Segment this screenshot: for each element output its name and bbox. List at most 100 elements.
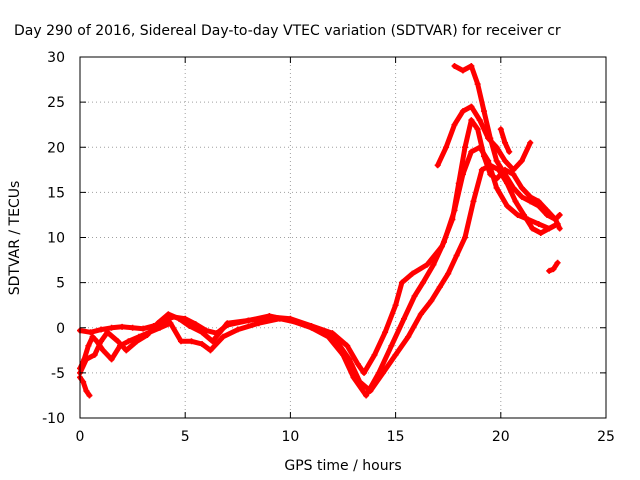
data-point-marker xyxy=(81,356,88,363)
data-point-marker xyxy=(186,322,193,329)
data-point-marker xyxy=(518,193,525,200)
data-point-marker xyxy=(510,184,517,191)
x-tick-label: 25 xyxy=(597,429,615,445)
data-point-marker xyxy=(207,347,214,354)
data-point-marker xyxy=(98,326,105,333)
data-point-marker xyxy=(91,351,98,358)
data-point-marker xyxy=(556,225,563,232)
data-point-marker xyxy=(276,315,283,322)
data-point-marker xyxy=(436,284,443,291)
data-point-marker xyxy=(487,162,494,169)
data-point-marker xyxy=(333,338,340,345)
data-point-marker xyxy=(344,342,351,349)
data-point-marker xyxy=(474,126,481,133)
series-layer xyxy=(77,63,563,399)
x-tick-label: 10 xyxy=(281,429,299,445)
data-point-marker xyxy=(156,324,163,331)
y-tick-label: -5 xyxy=(51,366,65,382)
data-point-marker xyxy=(411,293,418,300)
data-point-marker xyxy=(535,202,542,209)
data-point-marker xyxy=(554,220,561,227)
data-point-marker xyxy=(392,302,399,309)
data-point-marker xyxy=(451,207,458,214)
y-axis-label: SDTVAR / TECUs xyxy=(7,181,23,296)
data-point-marker xyxy=(388,342,395,349)
data-point-marker xyxy=(409,270,416,277)
data-point-marker xyxy=(459,108,466,115)
data-point-marker xyxy=(371,351,378,358)
data-point-marker xyxy=(356,378,363,385)
data-point-marker xyxy=(459,171,466,178)
data-point-marker xyxy=(203,327,210,334)
data-point-marker xyxy=(192,321,199,328)
data-point-marker xyxy=(165,311,172,318)
data-point-marker xyxy=(428,297,435,304)
y-tick-label: 25 xyxy=(47,95,65,111)
grid xyxy=(80,57,606,418)
data-point-marker xyxy=(361,369,368,376)
data-point-marker xyxy=(476,144,483,151)
data-point-marker xyxy=(462,144,469,151)
data-point-marker xyxy=(474,81,481,88)
data-point-marker xyxy=(363,392,370,399)
data-point-marker xyxy=(430,261,437,268)
data-point-marker xyxy=(419,279,426,286)
data-point-marker xyxy=(123,347,130,354)
data-point-marker xyxy=(451,121,458,128)
data-point-marker xyxy=(83,387,90,394)
data-point-marker xyxy=(518,184,525,191)
data-point-marker xyxy=(518,157,525,164)
data-point-marker xyxy=(440,239,447,246)
data-point-marker xyxy=(544,211,551,218)
data-point-marker xyxy=(417,311,424,318)
data-point-marker xyxy=(255,320,262,327)
data-point-marker xyxy=(493,157,500,164)
data-point-marker xyxy=(468,148,475,155)
axis-ticks: 0 5 10 15 20 25 -10 -5 0 5 10 15 20 25 30 xyxy=(42,50,615,445)
data-point-marker xyxy=(443,144,450,151)
chart-title: Day 290 of 2016, Sidereal Day-to-day VTE… xyxy=(14,23,561,39)
data-point-marker xyxy=(401,315,408,322)
data-point-marker xyxy=(480,108,487,115)
data-point-marker xyxy=(129,324,136,331)
data-point-marker xyxy=(468,103,475,110)
data-point-marker xyxy=(506,148,513,155)
data-point-marker xyxy=(520,211,527,218)
data-point-marker xyxy=(116,342,123,349)
data-point-marker xyxy=(114,338,121,345)
x-tick-label: 20 xyxy=(492,429,510,445)
data-point-marker xyxy=(392,351,399,358)
data-point-marker xyxy=(468,117,475,124)
data-point-marker xyxy=(354,360,361,367)
data-point-marker xyxy=(367,387,374,394)
data-point-marker xyxy=(89,333,96,340)
data-point-marker xyxy=(80,378,87,385)
data-point-marker xyxy=(224,320,231,327)
data-point-marker xyxy=(493,184,500,191)
data-point-marker xyxy=(86,392,93,399)
data-point-marker xyxy=(527,198,534,205)
data-point-marker xyxy=(379,369,386,376)
plot-frame xyxy=(79,56,607,419)
data-point-marker xyxy=(154,320,161,327)
data-point-marker xyxy=(546,267,553,274)
data-point-marker xyxy=(405,333,412,340)
series-trace xyxy=(77,162,561,394)
data-point-marker xyxy=(119,323,126,330)
data-point-marker xyxy=(556,211,563,218)
data-point-marker xyxy=(175,315,182,322)
data-point-marker xyxy=(100,347,107,354)
data-point-marker xyxy=(476,117,483,124)
data-point-marker xyxy=(535,220,542,227)
data-point-marker xyxy=(478,166,485,173)
data-point-marker xyxy=(459,67,466,74)
x-tick-label: 5 xyxy=(181,429,190,445)
data-point-marker xyxy=(468,63,475,70)
data-point-marker xyxy=(125,338,132,345)
series-trace xyxy=(435,104,533,173)
data-point-marker xyxy=(453,252,460,259)
y-tick-label: -10 xyxy=(42,411,65,427)
data-point-marker xyxy=(502,171,509,178)
data-point-marker xyxy=(514,211,521,218)
